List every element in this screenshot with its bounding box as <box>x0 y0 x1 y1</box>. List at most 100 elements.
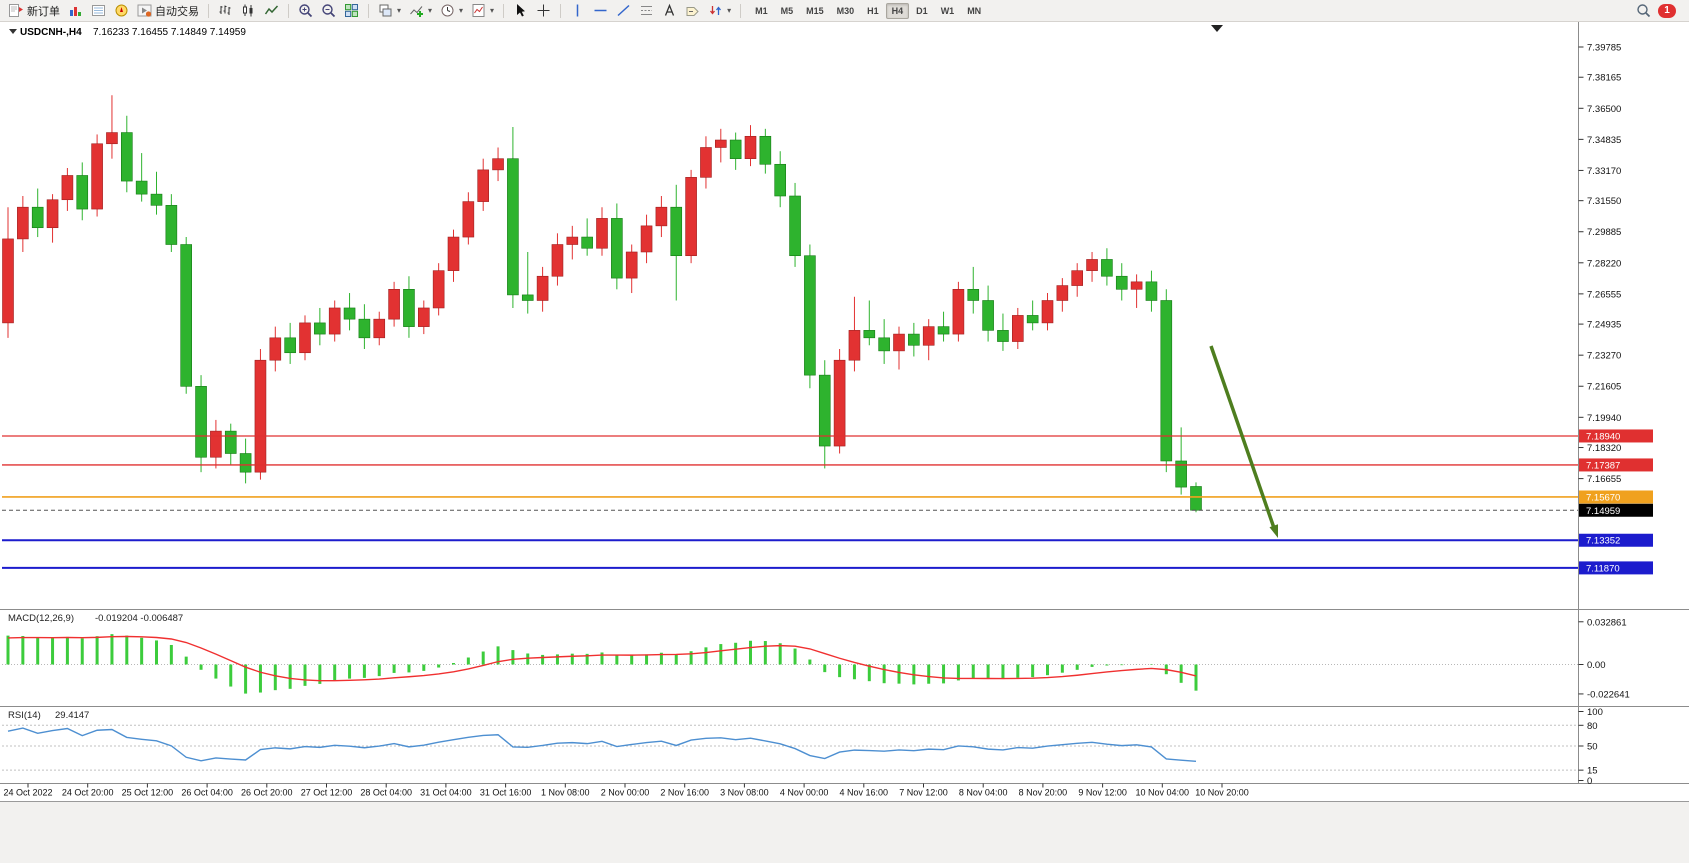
fibonacci-tool-button[interactable] <box>636 1 657 20</box>
timeframe-h1-button[interactable]: H1 <box>867 5 879 16</box>
arrange-windows-button[interactable]: ▾ <box>375 1 404 20</box>
candle <box>61 168 74 211</box>
x-axis-label: 4 Nov 16:00 <box>840 788 889 798</box>
cascade-windows-icon <box>379 4 392 17</box>
zoom-out-button[interactable] <box>318 1 339 20</box>
price-tag-label: 7.14959 <box>1586 506 1620 517</box>
candle <box>1101 248 1113 286</box>
clock-icon <box>441 4 454 17</box>
vertical-line-icon <box>576 4 579 17</box>
notification-badge[interactable]: 1 <box>1658 3 1676 18</box>
tile-windows-button[interactable] <box>341 1 362 20</box>
candle <box>1175 427 1187 495</box>
timeframe-d1-button[interactable]: D1 <box>916 5 928 16</box>
candle <box>581 218 593 256</box>
candle <box>31 188 44 238</box>
candle <box>343 293 356 331</box>
trend-arrow-annotation[interactable] <box>1209 345 1276 529</box>
trend-arrow-head <box>1269 524 1278 538</box>
dropdown-caret-icon: ▾ <box>727 6 732 15</box>
text-tool-icon <box>664 3 675 16</box>
timeframe-m1-button[interactable]: M1 <box>755 5 768 16</box>
line-chart-button[interactable] <box>261 1 282 20</box>
new-order-button[interactable]: 新订单 <box>5 1 63 20</box>
template-button[interactable]: ▾ <box>468 1 497 20</box>
data-window-button[interactable] <box>88 1 109 20</box>
y-axis-label: 7.34835 <box>1587 135 1621 146</box>
macd-axis-label: 0.00 <box>1587 660 1606 671</box>
crosshair-icon <box>537 4 550 17</box>
market-watch-button[interactable] <box>65 1 86 20</box>
candle <box>507 126 519 308</box>
bottom-margin <box>0 802 1689 863</box>
y-axis-label: 7.18320 <box>1587 443 1621 454</box>
bar-chart-button[interactable] <box>215 1 236 20</box>
chart-shift-marker[interactable] <box>1211 25 1223 32</box>
candle <box>91 134 103 217</box>
candlestick-chart-button[interactable] <box>238 1 259 20</box>
candle <box>284 322 296 364</box>
period-button[interactable]: ▾ <box>437 1 466 20</box>
zoom-in-button[interactable] <box>295 1 316 20</box>
candle <box>789 182 801 267</box>
auto-trading-button[interactable]: 自动交易 <box>134 1 202 20</box>
y-axis-label: 7.24935 <box>1587 320 1621 331</box>
text-label-tool-button[interactable] <box>682 1 703 20</box>
timeframe-m15-button[interactable]: M15 <box>806 5 824 16</box>
navigator-icon <box>115 4 128 17</box>
y-axis-label: 7.23270 <box>1587 351 1621 362</box>
search-button[interactable] <box>1633 1 1654 20</box>
macd-signal-line <box>7 635 1197 682</box>
price-tag <box>1579 490 1653 504</box>
candle <box>566 225 579 260</box>
arrows-tool-button[interactable]: ▾ <box>705 1 734 20</box>
candle <box>551 233 564 286</box>
candle <box>804 244 816 389</box>
candle <box>165 194 178 252</box>
candle <box>1145 270 1158 312</box>
symbol-dropdown-icon[interactable] <box>9 29 17 34</box>
price-tag-label: 7.18940 <box>1586 431 1620 442</box>
candle <box>121 115 133 193</box>
x-axis-label: 4 Nov 00:00 <box>780 788 829 798</box>
candle <box>818 360 831 469</box>
search-icon <box>1637 4 1651 18</box>
candle <box>314 307 326 346</box>
candle <box>655 196 668 238</box>
timeframe-w1-button[interactable]: W1 <box>940 5 955 16</box>
dropdown-caret-icon: ▾ <box>459 6 464 15</box>
candle <box>388 281 400 327</box>
y-axis-label: 7.21605 <box>1587 382 1621 393</box>
x-axis-label: 24 Oct 2022 <box>3 788 52 798</box>
cursor-tool-button[interactable] <box>510 1 531 20</box>
navigator-button[interactable] <box>111 1 132 20</box>
y-axis-label: 7.31550 <box>1587 196 1621 207</box>
candle <box>17 196 29 252</box>
candle <box>893 326 905 370</box>
vertical-line-tool-button[interactable] <box>567 1 588 20</box>
auto-trading-icon <box>137 4 152 17</box>
y-axis-label: 7.19940 <box>1587 413 1621 424</box>
indicators-icon <box>410 6 424 17</box>
candle <box>210 419 222 469</box>
timeframe-m30-button[interactable]: M30 <box>836 5 855 16</box>
candle <box>774 151 787 208</box>
text-tool-button[interactable] <box>659 1 680 20</box>
candle <box>744 125 757 167</box>
new-order-icon <box>9 4 23 17</box>
rsi-line <box>7 727 1197 763</box>
x-axis-label: 26 Oct 20:00 <box>241 788 293 798</box>
timeframe-mn-button[interactable]: MN <box>967 5 982 16</box>
candle <box>625 244 638 294</box>
x-axis-label: 10 Nov 04:00 <box>1136 788 1190 798</box>
crosshair-tool-button[interactable] <box>533 1 554 20</box>
timeframe-m5-button[interactable]: M5 <box>780 5 794 16</box>
indicators-button[interactable]: ▾ <box>406 1 435 20</box>
trendline-tool-button[interactable] <box>613 1 634 20</box>
candle <box>670 184 683 301</box>
candle <box>403 276 415 338</box>
horizontal-line-tool-button[interactable] <box>590 1 611 20</box>
timeframe-h4-button[interactable]: H4 <box>885 2 910 19</box>
candle <box>536 266 549 312</box>
